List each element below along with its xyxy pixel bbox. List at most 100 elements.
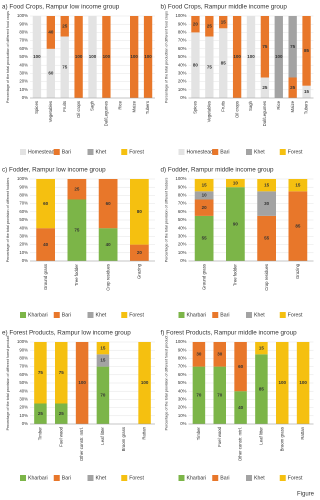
y-tick-label: 30% bbox=[178, 397, 187, 402]
legend-label: Khet bbox=[96, 149, 107, 155]
y-tick-label: 20% bbox=[19, 242, 28, 247]
x-tick-label: Fruits bbox=[62, 101, 67, 112]
y-tick-label: 100% bbox=[176, 339, 187, 344]
data-label: 70 bbox=[217, 392, 223, 397]
y-tick-label: 10% bbox=[19, 87, 28, 92]
legend-label: Khet bbox=[254, 312, 265, 318]
y-tick-label: 0% bbox=[22, 258, 28, 263]
legend-label: Kharbari bbox=[187, 312, 207, 318]
x-tick-label: Fuel wood bbox=[217, 426, 222, 446]
bar-segment bbox=[257, 191, 276, 216]
bar-segment bbox=[219, 28, 228, 98]
x-tick-label: Spices bbox=[34, 101, 39, 114]
legend-swatch bbox=[279, 475, 286, 481]
legend-label: Bari bbox=[220, 312, 229, 318]
bar-segment bbox=[96, 366, 110, 424]
data-label: 25 bbox=[38, 411, 44, 416]
bar-segment bbox=[67, 179, 87, 200]
x-tick-label: Rattan bbox=[300, 426, 305, 439]
bar-segment bbox=[234, 391, 247, 424]
y-tick-label: 0% bbox=[180, 421, 186, 426]
y-tick-label: 100% bbox=[176, 176, 187, 181]
data-label: 60 bbox=[238, 364, 244, 369]
bar-segment bbox=[288, 179, 308, 192]
bar-segment bbox=[226, 179, 245, 188]
data-label: 25 bbox=[207, 23, 213, 28]
bar-segment bbox=[55, 342, 68, 404]
y-tick-label: 100% bbox=[176, 13, 187, 18]
y-tick-label: 0% bbox=[180, 95, 186, 100]
legend-label: Forest bbox=[288, 149, 303, 155]
bar-segment bbox=[232, 16, 242, 98]
data-label: 70 bbox=[100, 392, 106, 397]
x-tick-label: Other constr. mtrl. bbox=[238, 427, 243, 461]
data-label: 40 bbox=[238, 405, 244, 410]
data-label: 100 bbox=[275, 54, 283, 59]
legend-swatch bbox=[87, 475, 94, 481]
bar-segment bbox=[36, 179, 55, 229]
data-label: 75 bbox=[62, 64, 68, 69]
legend-label: Khet bbox=[96, 475, 107, 481]
legend-swatch bbox=[53, 149, 60, 155]
bar-segment bbox=[213, 342, 226, 367]
data-label: 40 bbox=[48, 30, 54, 35]
bar-segment bbox=[46, 16, 55, 49]
legend-swatch bbox=[246, 149, 252, 155]
data-label: 75 bbox=[38, 370, 44, 375]
bar-segment bbox=[88, 16, 97, 98]
x-tick-label: Spices bbox=[193, 101, 198, 114]
y-tick-label: 90% bbox=[178, 21, 187, 26]
legend-swatch bbox=[178, 475, 185, 481]
y-tick-label: 40% bbox=[19, 388, 28, 393]
x-tick-label: Dal/Legumes bbox=[104, 101, 109, 126]
legend-label: Kharbari bbox=[28, 475, 48, 481]
legend-label: Bari bbox=[62, 475, 71, 481]
data-label: 55 bbox=[202, 236, 208, 241]
bar-segment bbox=[213, 366, 226, 424]
bar-segment bbox=[255, 342, 268, 355]
data-label: 25 bbox=[62, 23, 68, 28]
data-label: 10 bbox=[233, 180, 239, 185]
y-tick-label: 40% bbox=[19, 225, 28, 230]
legend-swatch bbox=[212, 149, 219, 155]
legend-swatch bbox=[246, 312, 252, 318]
data-label: 75 bbox=[74, 227, 80, 232]
chart-title: f) Forest Products, Rampur middle income… bbox=[161, 330, 298, 337]
legend-swatch bbox=[20, 475, 26, 481]
data-label: 100 bbox=[103, 54, 111, 59]
y-tick-label: 30% bbox=[19, 234, 28, 239]
x-tick-label: Grazing bbox=[137, 263, 142, 279]
y-tick-label: 60% bbox=[19, 209, 28, 214]
y-axis-label: Percentage of the total provision of dif… bbox=[6, 336, 10, 431]
data-label: 100 bbox=[144, 54, 152, 59]
legend-label: Kharbari bbox=[187, 475, 207, 481]
legend-swatch bbox=[87, 149, 94, 155]
legend-label: Homestead bbox=[187, 149, 214, 155]
y-tick-label: 70% bbox=[178, 201, 187, 206]
x-tick-label: Tubers bbox=[145, 101, 150, 114]
bar-segment bbox=[102, 16, 111, 98]
y-tick-label: 50% bbox=[178, 54, 187, 59]
bar-segment bbox=[226, 187, 245, 261]
data-label: 100 bbox=[130, 54, 138, 59]
bar-segment bbox=[246, 16, 256, 98]
y-tick-label: 30% bbox=[178, 234, 187, 239]
x-tick-label: Rattan bbox=[142, 426, 147, 439]
bar-segment bbox=[260, 16, 270, 78]
x-tick-label: Vegetables bbox=[206, 101, 211, 122]
legend-swatch bbox=[20, 149, 26, 155]
x-tick-label: Leaf litter bbox=[259, 426, 264, 444]
data-label: 100 bbox=[278, 380, 286, 385]
bar-segment bbox=[96, 342, 110, 355]
bar-segment bbox=[288, 191, 308, 261]
legend-swatch bbox=[279, 149, 286, 155]
x-tick-label: Crop residues bbox=[264, 264, 269, 291]
legend-label: Bari bbox=[62, 312, 71, 318]
x-tick-label: Leaf litter bbox=[100, 426, 105, 444]
chart-title: e) Forest Products, Rampur low income gr… bbox=[2, 330, 131, 337]
y-tick-label: 70% bbox=[178, 364, 187, 369]
bar-segment bbox=[302, 85, 311, 98]
bar-segment bbox=[296, 342, 310, 424]
y-tick-label: 40% bbox=[19, 62, 28, 67]
bar-segment bbox=[143, 16, 153, 98]
